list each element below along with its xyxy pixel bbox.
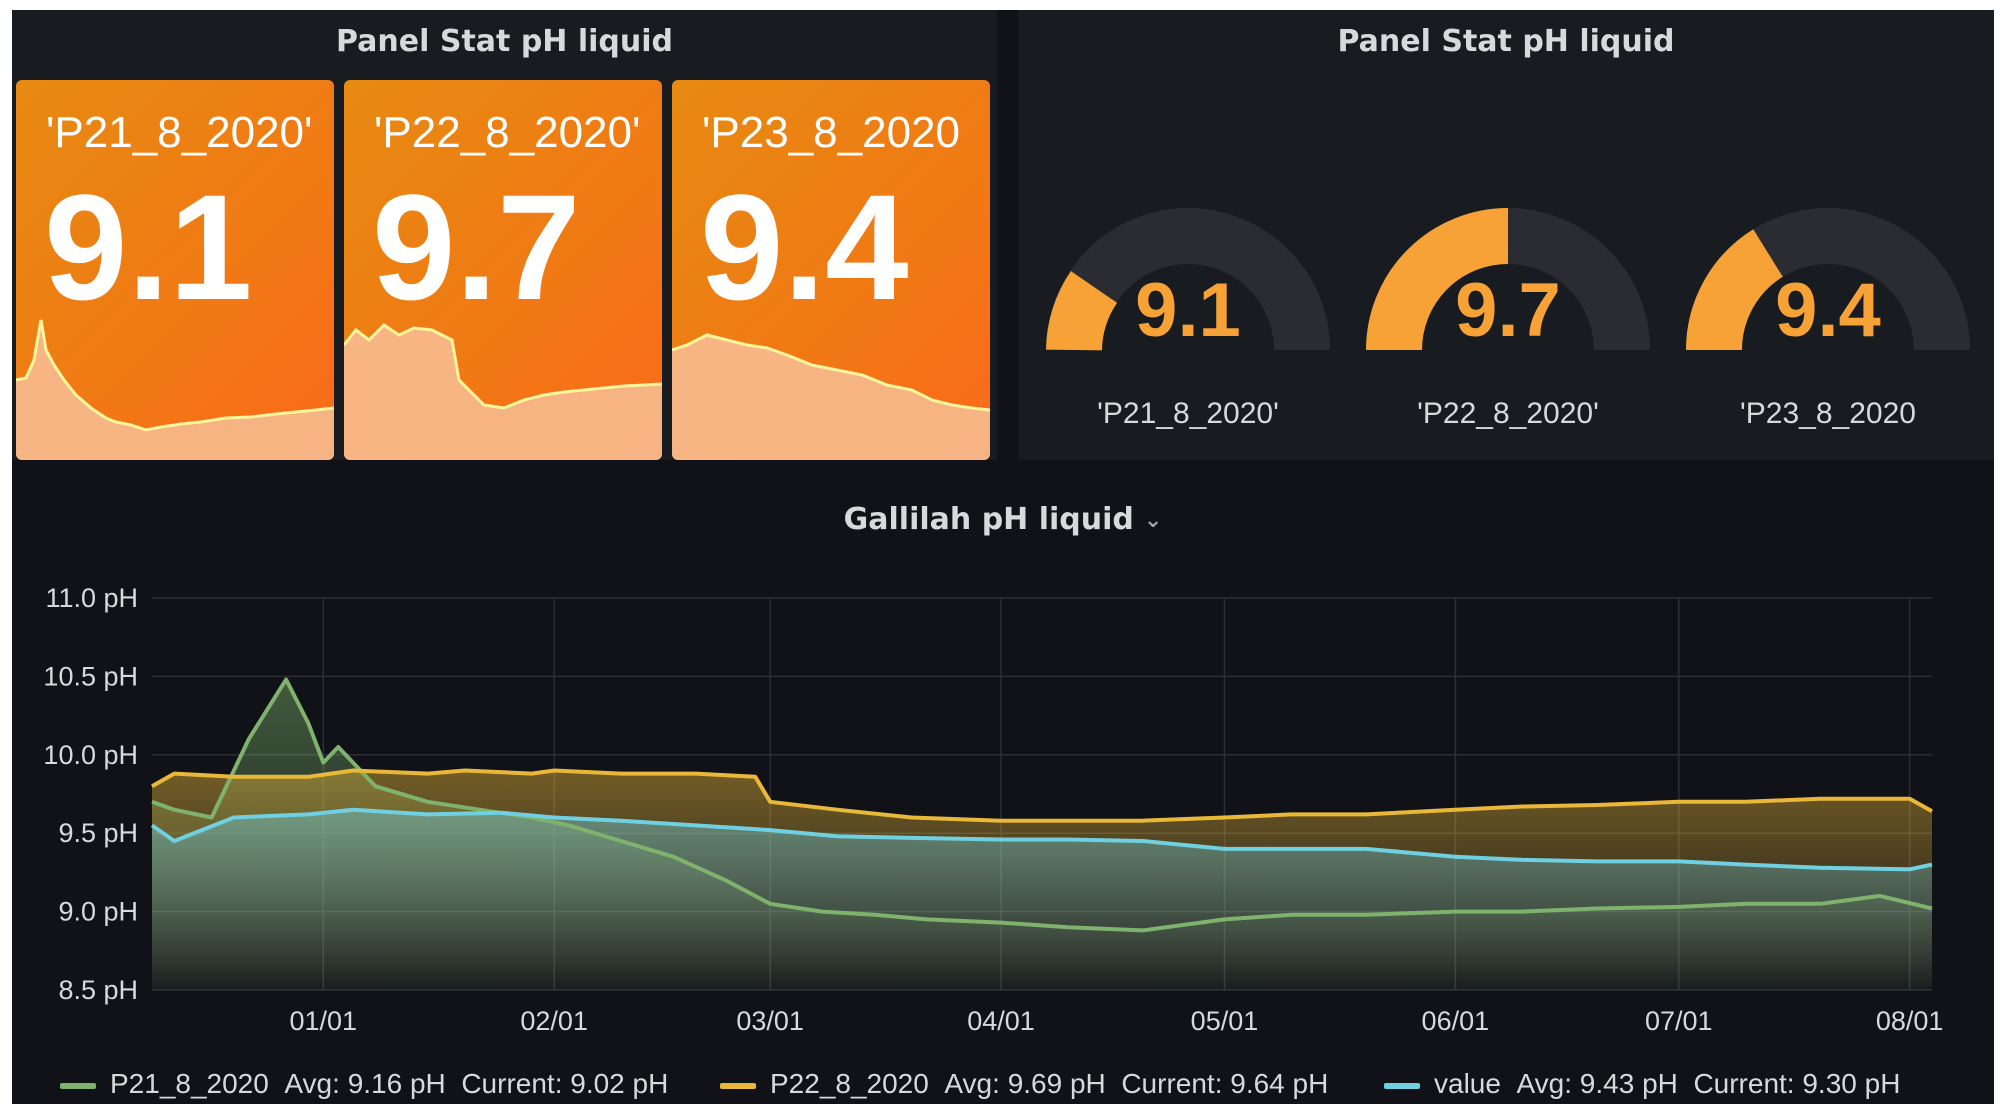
gauge-dial: [1685, 208, 1970, 351]
legend-swatch: [1384, 1082, 1420, 1089]
gauge-dial: [1366, 208, 1650, 351]
gauge-value: 9.7: [1455, 268, 1561, 353]
gauge-panel-title[interactable]: Panel Stat pH liquid: [1337, 24, 1675, 59]
legend-item-p22[interactable]: P22_8_2020 Avg: 9.69 pH Current: 9.64 pH: [720, 1068, 1328, 1100]
gauge: 9.4 'P23_8_2020: [1678, 145, 1978, 430]
stat-sparkline: [344, 323, 662, 460]
gauge-value: 9.1: [1135, 268, 1241, 353]
legend-current: Current: 9.64 pH: [1121, 1068, 1329, 1099]
stat-card-name: 'P23_8_2020: [702, 108, 960, 157]
stat-panel-title[interactable]: Panel Stat pH liquid: [335, 24, 674, 59]
gauge: 9.7 'P22_8_2020': [1358, 145, 1658, 430]
legend-series-name: P22_8_2020: [770, 1068, 929, 1099]
legend-item-value[interactable]: value Avg: 9.43 pH Current: 9.30 pH: [1384, 1068, 1900, 1100]
stat-card-name: 'P21_8_2020': [46, 108, 313, 157]
graph-panel-title[interactable]: Gallilah pH liquid ⌄: [12, 502, 1994, 537]
graph-panel[interactable]: Gallilah pH liquid ⌄: [12, 482, 1994, 1104]
legend-current: Current: 9.30 pH: [1693, 1068, 1901, 1099]
gauge-label: 'P22_8_2020': [1417, 397, 1599, 430]
stat-sparkline: [672, 333, 990, 460]
stat-panel[interactable]: Panel Stat pH liquid 'P21_8_2020' 9.1 'P…: [12, 10, 997, 460]
stat-card: 'P23_8_2020 9.4: [672, 80, 990, 460]
graph-title-text: Gallilah pH liquid: [843, 502, 1134, 537]
stat-sparkline: [16, 319, 334, 460]
gauge-label: 'P21_8_2020': [1097, 397, 1279, 430]
legend-current: Current: 9.02 pH: [461, 1068, 669, 1099]
stat-card-name: 'P22_8_2020': [374, 108, 641, 157]
legend-item-p21[interactable]: P21_8_2020 Avg: 9.16 pH Current: 9.02 pH: [60, 1068, 668, 1100]
gauge-value: 9.4: [1775, 268, 1881, 353]
legend-avg: Avg: 9.16 pH: [284, 1068, 446, 1099]
legend-series-name: value: [1434, 1068, 1501, 1099]
chevron-down-icon[interactable]: ⌄: [1143, 508, 1163, 533]
stat-card: 'P22_8_2020' 9.7: [344, 80, 662, 460]
stat-card-value: 9.7: [372, 163, 581, 331]
legend-swatch: [60, 1082, 96, 1089]
gauge: 9.1 'P21_8_2020': [1038, 145, 1338, 430]
legend-avg: Avg: 9.43 pH: [1516, 1068, 1678, 1099]
gauge-label: 'P23_8_2020: [1740, 397, 1916, 430]
gauge-panel[interactable]: Panel Stat pH liquid 9.1 'P21_8_2020' 9.…: [1018, 10, 1994, 460]
stat-card-value: 9.4: [700, 163, 909, 331]
gauge-dial: [1046, 208, 1330, 352]
stat-card: 'P21_8_2020' 9.1: [16, 80, 334, 460]
legend-swatch: [720, 1082, 756, 1089]
legend-series-name: P21_8_2020: [110, 1068, 269, 1099]
legend-avg: Avg: 9.69 pH: [944, 1068, 1106, 1099]
stat-card-value: 9.1: [44, 163, 253, 331]
